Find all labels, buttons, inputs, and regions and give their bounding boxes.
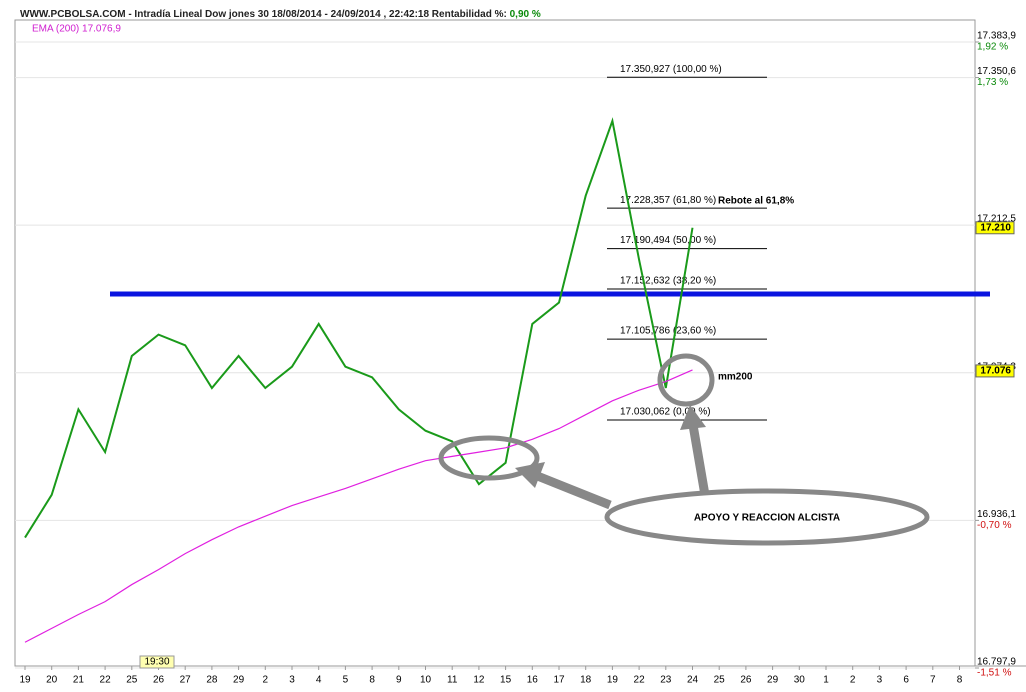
y-tick-percent: 1,73 % bbox=[977, 77, 1008, 88]
arrow-shaft bbox=[688, 424, 710, 496]
y-tick-label: 16.797,9 bbox=[977, 657, 1016, 668]
fib-label: 17.105,786 (23,60 %) bbox=[620, 326, 716, 337]
mm200-ellipse bbox=[657, 353, 715, 407]
x-tick-label: 25 bbox=[126, 675, 138, 686]
x-tick-label: 30 bbox=[794, 675, 806, 686]
value-box bbox=[975, 221, 1015, 235]
x-tick-label: 17 bbox=[553, 675, 565, 686]
fib-label: 17.190,494 (50,00 %) bbox=[620, 235, 716, 246]
x-tick-label: 19 bbox=[607, 675, 619, 686]
annotation: APOYO Y REACCION ALCISTA bbox=[694, 513, 840, 524]
x-tick-label: 5 bbox=[343, 675, 349, 686]
fib-label: 17.350,927 (100,00 %) bbox=[620, 64, 722, 75]
y-tick-percent: -0,70 % bbox=[977, 520, 1012, 531]
x-tick-label: 27 bbox=[180, 675, 192, 686]
arrow-head bbox=[515, 462, 545, 488]
arrow-head bbox=[680, 405, 706, 430]
x-tick-label: 4 bbox=[316, 675, 322, 686]
x-tick-label: 26 bbox=[740, 675, 752, 686]
x-tick-label: 1 bbox=[823, 675, 829, 686]
series-line bbox=[24, 117, 694, 539]
value-box-label: 17.076 bbox=[980, 366, 1011, 377]
x-tick-label: 25 bbox=[714, 675, 726, 686]
chart-title: WWW.PCBOLSA.COM - Intradía Lineal Dow jo… bbox=[20, 9, 541, 20]
x-tick-label: 7 bbox=[930, 675, 936, 686]
x-tick-label: 16 bbox=[527, 675, 539, 686]
x-tick-label: 11 bbox=[447, 675, 458, 686]
annotation: mm200 bbox=[718, 372, 753, 383]
time-label: 19:30 bbox=[144, 657, 169, 668]
annotation: Rebote al 61,8% bbox=[718, 196, 794, 207]
fib-label: 17.030,062 (0,00 %) bbox=[620, 407, 711, 418]
x-tick-label: 8 bbox=[369, 675, 375, 686]
time-box bbox=[139, 655, 175, 669]
support-callout bbox=[604, 488, 930, 546]
x-tick-label: 22 bbox=[100, 675, 112, 686]
x-tick-label: 12 bbox=[473, 675, 485, 686]
fib-label: 17.228,357 (61,80 %) bbox=[620, 195, 716, 206]
x-tick-label: 20 bbox=[46, 675, 58, 686]
y-tick-percent: 1,92 % bbox=[977, 42, 1008, 53]
series-line bbox=[24, 369, 693, 643]
x-tick-label: 29 bbox=[767, 675, 779, 686]
ema-label: EMA (200) 17.076,9 bbox=[32, 24, 121, 35]
x-tick-label: 10 bbox=[420, 675, 432, 686]
x-tick-label: 8 bbox=[957, 675, 963, 686]
x-tick-label: 3 bbox=[289, 675, 295, 686]
return-label: 0,90 % bbox=[510, 9, 541, 20]
value-box-label: 17.210 bbox=[980, 222, 1011, 233]
x-tick-label: 15 bbox=[500, 675, 512, 686]
support-ellipse bbox=[438, 435, 540, 481]
value-box bbox=[975, 364, 1015, 378]
y-tick-label: 16.936,1 bbox=[977, 509, 1016, 520]
y-tick-label: 17.383,9 bbox=[977, 31, 1016, 42]
x-tick-label: 22 bbox=[634, 675, 646, 686]
fib-label: 17.152,632 (38,20 %) bbox=[620, 276, 716, 287]
x-tick-label: 23 bbox=[660, 675, 672, 686]
x-tick-label: 24 bbox=[687, 675, 699, 686]
y-tick-label: 17.212,5 bbox=[977, 214, 1016, 225]
x-tick-label: 3 bbox=[877, 675, 883, 686]
x-tick-label: 2 bbox=[263, 675, 269, 686]
y-tick-percent: -1,51 % bbox=[977, 668, 1012, 679]
y-tick-label: 17.350,6 bbox=[977, 66, 1016, 77]
x-tick-label: 9 bbox=[396, 675, 402, 686]
x-tick-label: 26 bbox=[153, 675, 165, 686]
arrow-shaft bbox=[533, 470, 612, 510]
x-tick-label: 6 bbox=[903, 675, 909, 686]
title-text: WWW.PCBOLSA.COM - Intradía Lineal Dow jo… bbox=[20, 9, 507, 20]
x-tick-label: 21 bbox=[73, 675, 85, 686]
x-tick-label: 2 bbox=[850, 675, 856, 686]
x-tick-label: 18 bbox=[580, 675, 592, 686]
x-tick-label: 28 bbox=[206, 675, 218, 686]
x-tick-label: 19 bbox=[19, 675, 31, 686]
x-tick-label: 29 bbox=[233, 675, 245, 686]
